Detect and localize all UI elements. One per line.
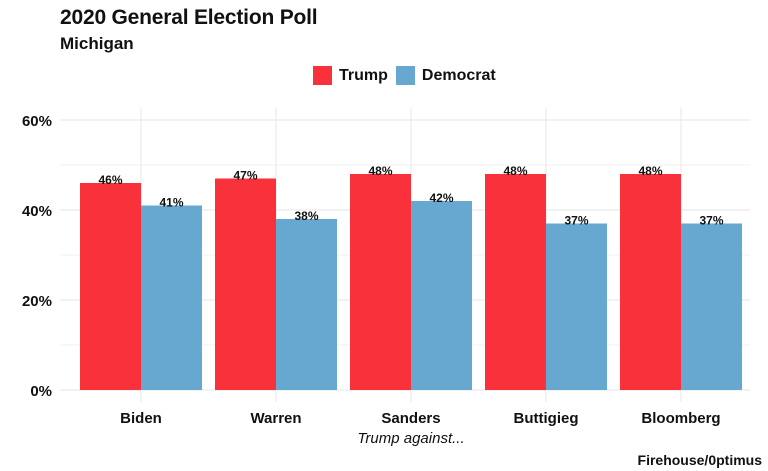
value-label: 37% xyxy=(699,214,723,228)
legend-item-trump: Trump xyxy=(313,66,388,85)
y-tick-label: 60% xyxy=(22,113,52,130)
x-tick-label: Biden xyxy=(120,410,162,427)
bar-democrat-buttigieg xyxy=(546,223,607,390)
x-axis-label: Trump against... xyxy=(357,430,464,447)
legend-label-democrat: Democrat xyxy=(421,66,496,84)
value-label: 47% xyxy=(233,169,257,183)
value-label: 46% xyxy=(98,173,122,187)
bar-democrat-biden xyxy=(141,205,202,390)
x-tick-label: Buttigieg xyxy=(514,410,579,427)
bar-trump-bloomberg xyxy=(620,174,681,390)
bar-trump-warren xyxy=(215,178,276,390)
bar-trump-sanders xyxy=(350,174,411,390)
y-tick-label: 20% xyxy=(22,293,52,310)
value-label: 48% xyxy=(368,164,392,178)
x-tick-label: Bloomberg xyxy=(641,410,720,427)
bar-democrat-bloomberg xyxy=(681,223,742,390)
legend: Trump Democrat xyxy=(313,66,504,85)
value-label: 37% xyxy=(564,214,588,228)
legend-item-democrat: Democrat xyxy=(395,66,496,85)
value-label: 38% xyxy=(294,209,318,223)
value-label: 42% xyxy=(429,191,453,205)
chart-caption: Firehouse/0ptimus xyxy=(638,452,763,468)
x-tick-label: Sanders xyxy=(381,410,440,427)
x-axis-ticks: Biden Warren Sanders Buttigieg Bloomberg xyxy=(120,410,720,427)
value-label: 48% xyxy=(638,164,662,178)
x-tick-label: Warren xyxy=(250,410,301,427)
bars xyxy=(80,174,742,390)
y-axis-ticks: 0% 20% 40% 60% xyxy=(22,113,52,400)
y-tick-label: 0% xyxy=(30,383,52,400)
value-label: 41% xyxy=(159,196,183,210)
bar-trump-biden xyxy=(80,183,141,390)
value-label: 48% xyxy=(503,164,527,178)
chart-title: 2020 General Election Poll xyxy=(60,6,318,29)
chart-subtitle: Michigan xyxy=(60,34,134,53)
bar-trump-buttigieg xyxy=(485,174,546,390)
bar-democrat-sanders xyxy=(411,201,472,390)
legend-swatch-democrat xyxy=(395,66,415,85)
legend-label-trump: Trump xyxy=(339,66,388,84)
value-labels: 46% 47% 48% 48% 48% 41% 38% 42% 37% 37% xyxy=(98,164,723,228)
legend-swatch-trump xyxy=(313,66,332,85)
bar-democrat-warren xyxy=(276,219,337,390)
y-tick-label: 40% xyxy=(22,203,52,220)
